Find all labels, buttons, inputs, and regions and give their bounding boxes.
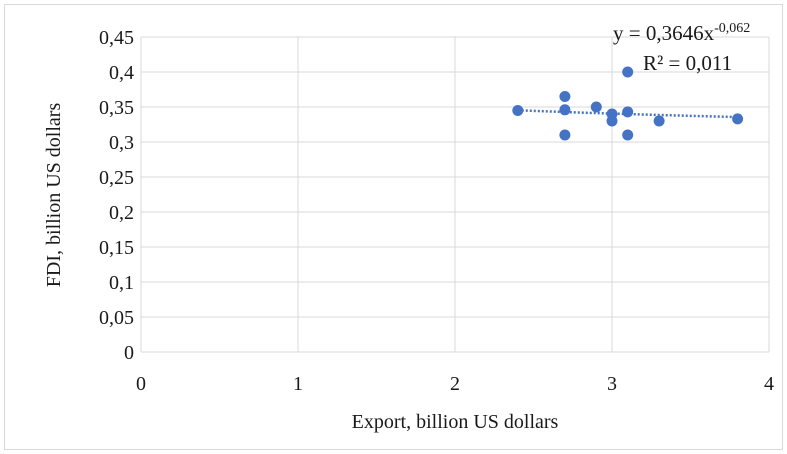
data-point xyxy=(590,101,602,113)
y-tick-label: 0,2 xyxy=(109,202,134,224)
y-tick-label: 0,05 xyxy=(99,307,134,329)
data-point xyxy=(622,66,634,78)
y-tick-label: 0,3 xyxy=(109,132,134,154)
y-tick-label: 0,4 xyxy=(109,62,134,84)
y-tick-label: 0,35 xyxy=(99,97,134,119)
x-tick-label: 0 xyxy=(136,373,146,395)
data-point xyxy=(512,105,524,116)
y-tick-label: 0 xyxy=(124,342,134,364)
trendline-equation-main: y = 0,3646x xyxy=(613,21,715,45)
data-point xyxy=(653,115,665,127)
data-point xyxy=(559,104,571,116)
trendline-equation-exponent: -0,062 xyxy=(714,21,750,36)
y-tick-label: 0,45 xyxy=(99,27,134,49)
data-point xyxy=(559,129,571,141)
r-squared-label: R² = 0,011 xyxy=(643,51,732,75)
y-tick-label: 0,1 xyxy=(109,272,134,294)
data-point xyxy=(622,106,634,118)
x-tick-label: 4 xyxy=(764,373,774,395)
x-tick-label: 3 xyxy=(607,373,617,395)
data-point xyxy=(732,113,744,125)
y-axis-title: FDI, billion US dollars xyxy=(43,103,65,288)
trendline-equation: y = 0,3646x-0,062 xyxy=(613,21,750,45)
chart-border xyxy=(4,4,783,450)
data-point xyxy=(622,129,634,141)
x-tick-label: 2 xyxy=(450,373,460,395)
y-tick-label: 0,25 xyxy=(99,167,134,189)
data-point xyxy=(606,115,618,127)
y-tick-label: 0,15 xyxy=(99,237,134,259)
gridlines xyxy=(140,36,770,353)
data-points xyxy=(512,66,744,141)
data-point xyxy=(559,91,571,102)
x-tick-label: 1 xyxy=(293,373,303,395)
tick-labels: 0 0,05 0,1 0,15 0,2 0,25 0,3 0,35 0,4 0,45 0 1 2 3 4 xyxy=(99,27,774,395)
x-axis-title: Export, billion US dollars xyxy=(352,411,559,433)
